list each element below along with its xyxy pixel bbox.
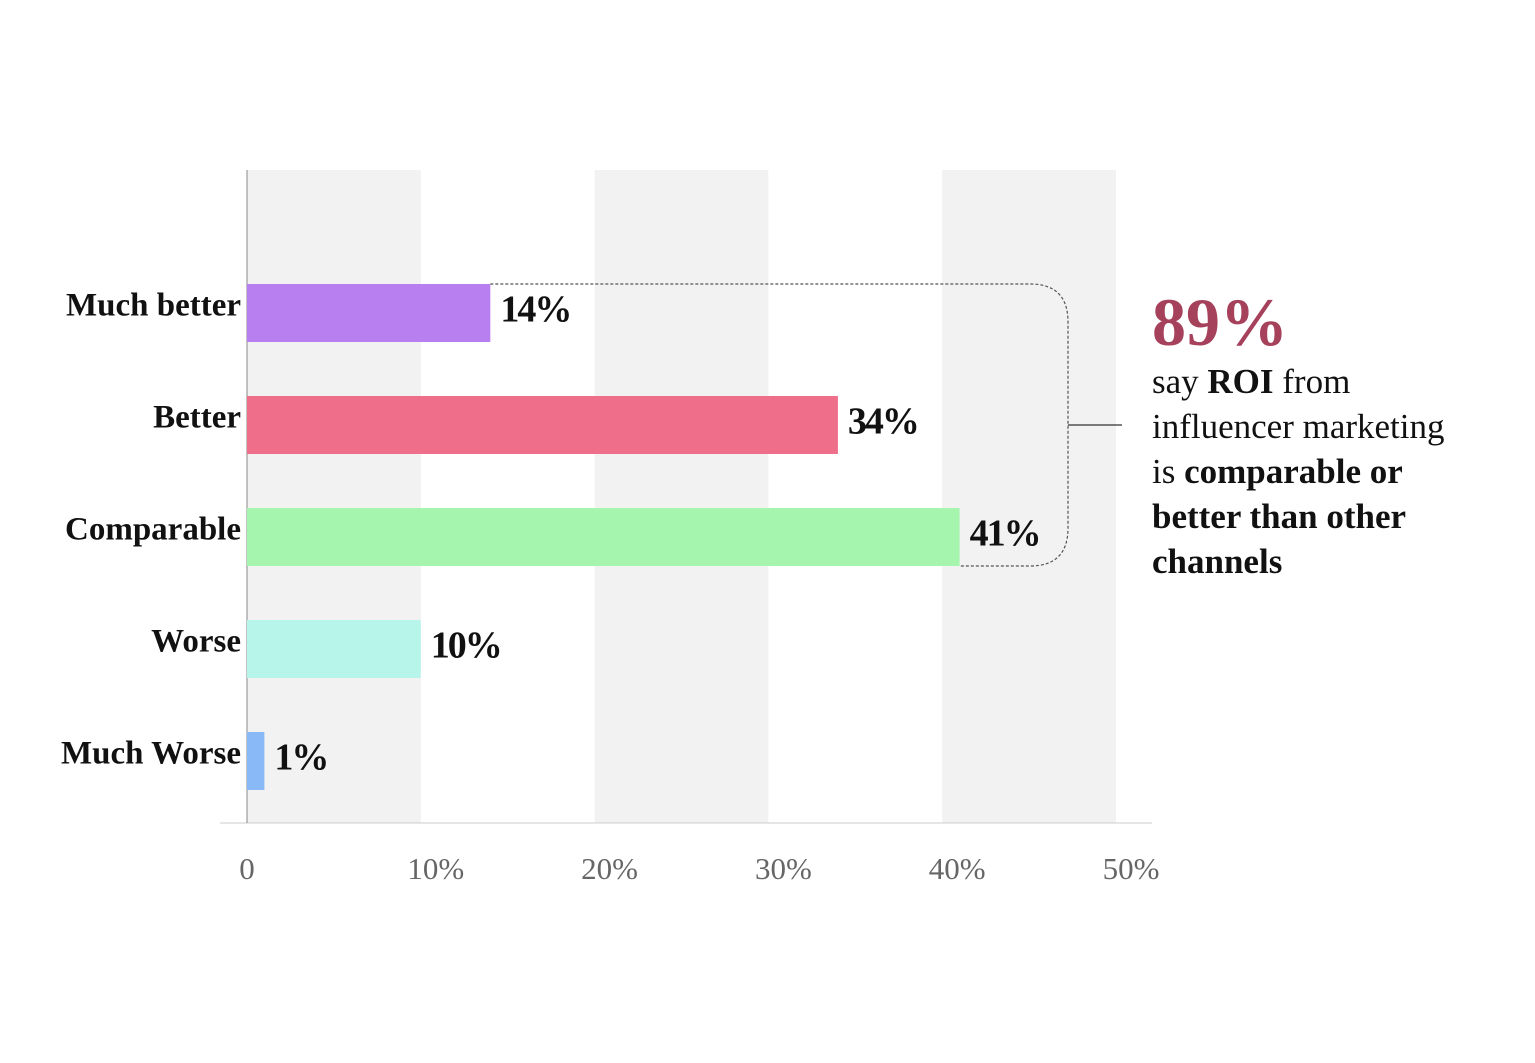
grid-band (594, 170, 769, 823)
value-label: 41% (970, 513, 1040, 555)
grid-band (247, 170, 421, 823)
annotation-text: ROI (1207, 362, 1274, 401)
annotation-text: better than other (1152, 497, 1407, 536)
annotation-text: comparable or (1184, 452, 1403, 491)
category-label: Much Worse (61, 736, 241, 772)
annotation-text: is (1152, 452, 1185, 491)
category-label: Comparable (65, 512, 241, 548)
bar (247, 284, 491, 342)
annotation-line: influencer marketing (1152, 404, 1532, 449)
value-label: 14% (500, 289, 570, 331)
annotation-line: is comparable or (1152, 449, 1532, 494)
annotation-text: from (1273, 362, 1351, 401)
annotation-text: influencer marketing (1152, 407, 1445, 446)
x-tick-label: 30% (755, 851, 812, 886)
bar (247, 396, 838, 454)
x-tick-label: 40% (929, 851, 986, 886)
annotation-line: say ROI from (1152, 359, 1532, 404)
grid-band (942, 170, 1116, 823)
annotation-line: channels (1152, 539, 1532, 584)
annotation: 89% say ROI from influencer marketing is c… (1152, 285, 1532, 584)
category-label: Much better (66, 288, 241, 324)
bar (247, 508, 960, 566)
annotation-line: better than other (1152, 494, 1532, 539)
annotation-text: channels (1152, 542, 1283, 581)
x-tick-label: 50% (1103, 851, 1160, 886)
x-tick-label: 0 (239, 851, 255, 886)
bar (247, 732, 265, 790)
annotation-text: say (1152, 362, 1208, 401)
value-label: 1% (274, 737, 327, 779)
x-tick-label: 20% (581, 851, 638, 886)
value-label: 34% (848, 401, 918, 443)
category-label: Worse (151, 624, 241, 660)
bar (247, 620, 421, 678)
value-label: 10% (431, 625, 501, 667)
annotation-headline: 89% (1152, 284, 1288, 360)
category-label: Better (153, 400, 241, 436)
x-tick-label: 10% (407, 851, 464, 886)
bracket (490, 283, 1069, 567)
